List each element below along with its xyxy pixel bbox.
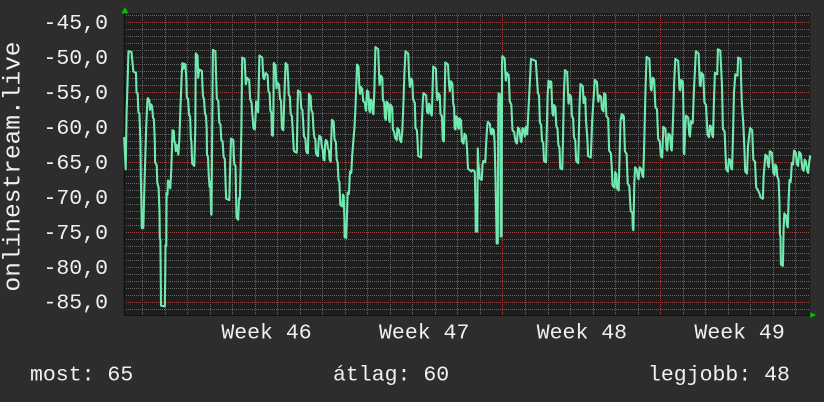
- svg-text:-55,0: -55,0: [43, 82, 108, 106]
- svg-text:Week 46: Week 46: [221, 322, 311, 346]
- svg-text:-60,0: -60,0: [43, 117, 108, 141]
- svg-text:-80,0: -80,0: [43, 257, 108, 281]
- svg-text:most: 65: most: 65: [30, 364, 133, 388]
- svg-text:-50,0: -50,0: [43, 47, 108, 71]
- svg-text:Week 48: Week 48: [537, 322, 627, 346]
- svg-text:legjobb: 48: legjobb: 48: [648, 364, 790, 388]
- svg-text:Week 49: Week 49: [694, 322, 784, 346]
- svg-text:-65,0: -65,0: [43, 152, 108, 176]
- svg-text:-70,0: -70,0: [43, 187, 108, 211]
- svg-text:-85,0: -85,0: [43, 292, 108, 316]
- svg-text:-45,0: -45,0: [43, 12, 108, 36]
- svg-text:-75,0: -75,0: [43, 222, 108, 246]
- svg-text:átlag: 60: átlag: 60: [333, 364, 449, 388]
- svg-text:onlinestream.live: onlinestream.live: [1, 42, 28, 292]
- svg-text:Week 47: Week 47: [379, 322, 469, 346]
